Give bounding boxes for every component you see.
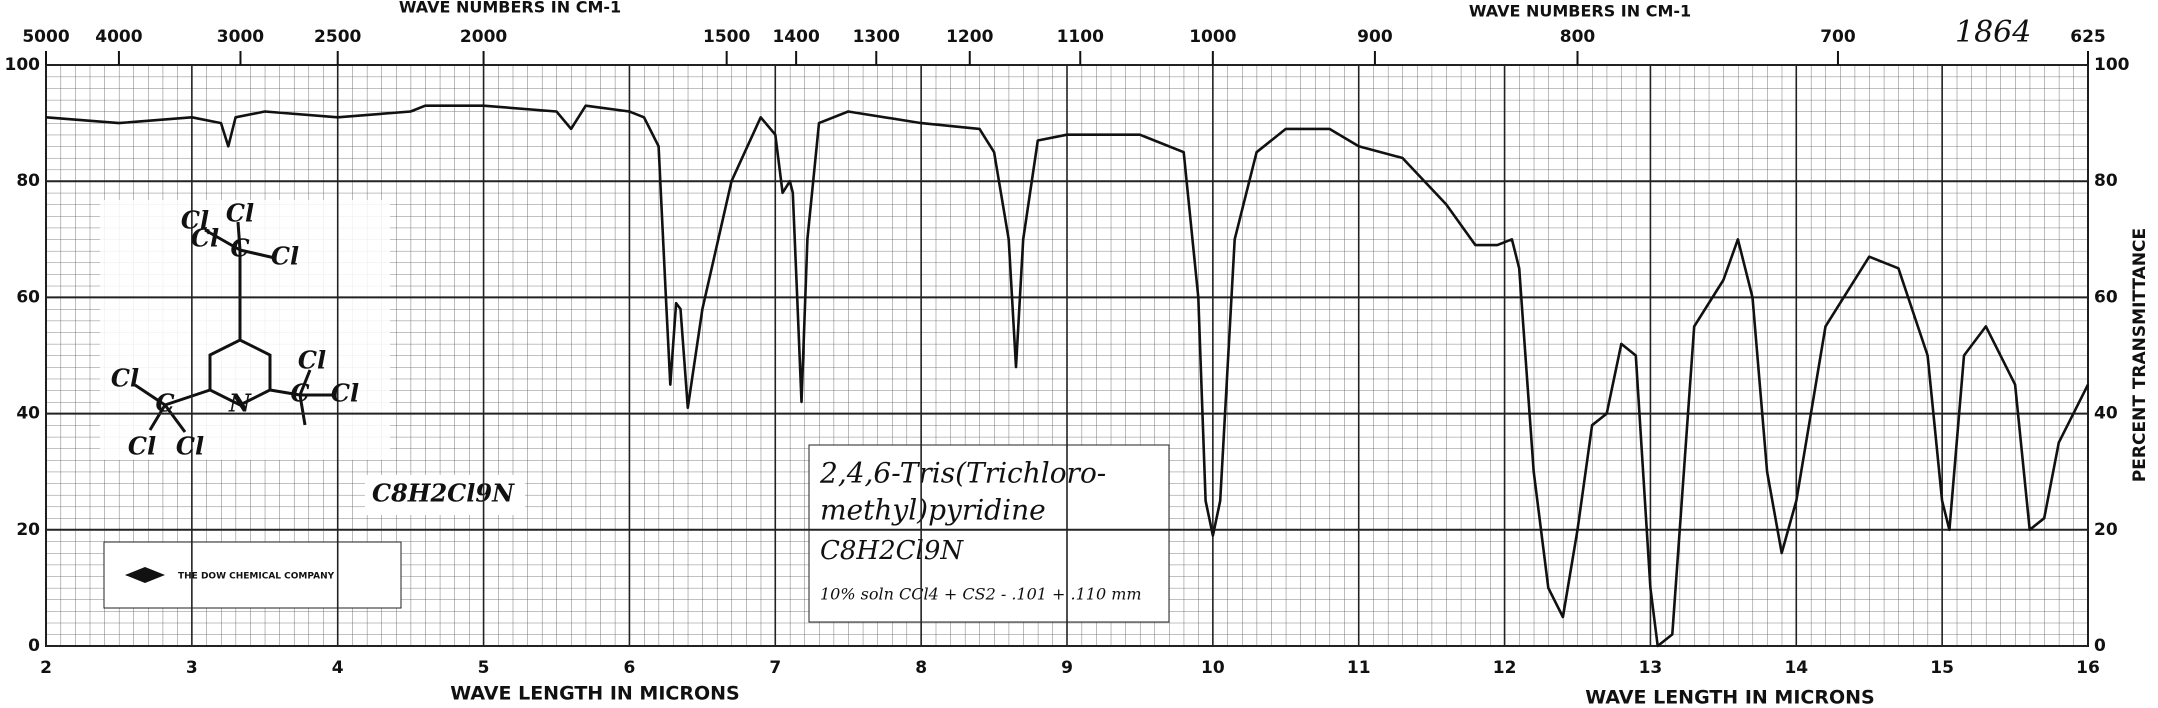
x-tick-label: 10 bbox=[1201, 658, 1225, 678]
structure-atom: Cl bbox=[191, 224, 219, 253]
x-tick-label: 2 bbox=[40, 658, 52, 678]
x-axis-title: WAVE LENGTH IN MICRONS bbox=[1585, 687, 1874, 708]
note-line: C8H2Cl9N bbox=[820, 536, 964, 566]
structure-bonds bbox=[134, 221, 335, 433]
x2-tick-label: 1000 bbox=[1189, 27, 1236, 47]
y-tick-label: 100 bbox=[5, 55, 41, 75]
structure-atom: N bbox=[228, 389, 252, 418]
y-tick-label: 80 bbox=[2094, 171, 2118, 191]
note-line: 10% soln CCl4 + CS2 - .101 + .110 mm bbox=[820, 585, 1142, 604]
x-tick-label: 8 bbox=[915, 658, 927, 678]
x2-tick-label: 1300 bbox=[853, 27, 900, 47]
top-axis-title: WAVE NUMBERS IN CM-1 bbox=[1469, 2, 1691, 21]
y-tick-label: 60 bbox=[16, 287, 40, 307]
x-tick-label: 7 bbox=[769, 658, 781, 678]
x2-tick-label: 1100 bbox=[1057, 27, 1104, 47]
y-tick-label: 40 bbox=[2094, 404, 2118, 424]
structure-atom: Cl bbox=[271, 242, 299, 271]
x-tick-label: 11 bbox=[1347, 658, 1371, 678]
x2-tick-label: 1200 bbox=[946, 27, 993, 47]
structure-atom: C bbox=[155, 389, 174, 418]
y-tick-label: 80 bbox=[16, 171, 40, 191]
x2-tick-label: 800 bbox=[1560, 27, 1596, 47]
y-tick-label: 0 bbox=[28, 636, 40, 656]
note-line: methyl)pyridine bbox=[820, 494, 1046, 527]
y-tick-label: 100 bbox=[2094, 55, 2130, 75]
x2-tick-label: 3000 bbox=[217, 27, 264, 47]
structure-atom: C bbox=[290, 379, 309, 408]
y-tick-label: 60 bbox=[2094, 287, 2118, 307]
x-tick-label: 3 bbox=[186, 658, 198, 678]
top-axis-title: WAVE NUMBERS IN CM-1 bbox=[399, 0, 621, 17]
company-name: THE DOW CHEMICAL COMPANY bbox=[178, 572, 335, 582]
structure-atom: Cl bbox=[111, 364, 139, 393]
x-tick-label: 6 bbox=[624, 658, 636, 678]
formula-bg bbox=[365, 475, 525, 515]
y-tick-label: 0 bbox=[2094, 636, 2106, 656]
x2-tick-label: 1500 bbox=[703, 27, 750, 47]
x2-tick-label: 1400 bbox=[772, 27, 819, 47]
structure-bg bbox=[100, 200, 390, 460]
spectrum-line bbox=[45, 104, 2090, 648]
x2-tick-label: 625 bbox=[2070, 27, 2106, 47]
structure-atom: Cl bbox=[331, 379, 359, 408]
x-tick-label: 9 bbox=[1061, 658, 1073, 678]
x2-tick-label: 4000 bbox=[95, 27, 142, 47]
structure-atom: Cl bbox=[298, 346, 326, 375]
x-tick-label: 13 bbox=[1639, 658, 1663, 678]
company-logo bbox=[125, 567, 165, 583]
x2-tick-label: 900 bbox=[1357, 27, 1393, 47]
structure-atom: Cl bbox=[176, 432, 204, 461]
x-axis-title: WAVE LENGTH IN MICRONS bbox=[450, 683, 739, 705]
x-tick-label: 14 bbox=[1784, 658, 1808, 678]
structure-atom: Cl bbox=[128, 432, 156, 461]
note-box bbox=[808, 444, 1170, 623]
x2-tick-label: 700 bbox=[1820, 27, 1856, 47]
structure-atom: Cl bbox=[226, 199, 254, 228]
x2-tick-label: 2000 bbox=[460, 27, 507, 47]
y-tick-label: 20 bbox=[2094, 520, 2118, 540]
y-axis-title: PERCENT TRANSMITTANCE bbox=[2130, 228, 2150, 482]
structure-atom: Cl bbox=[181, 206, 209, 235]
structure-atom: C bbox=[230, 234, 249, 263]
x2-tick-label: 2500 bbox=[314, 27, 361, 47]
y-tick-label: 20 bbox=[16, 520, 40, 540]
y-tick-label: 40 bbox=[16, 404, 40, 424]
spectrum-number: 1864 bbox=[1955, 15, 2031, 50]
x-tick-label: 5 bbox=[478, 658, 490, 678]
x-tick-label: 4 bbox=[332, 658, 344, 678]
formula: C8H2Cl9N bbox=[372, 479, 515, 508]
company-box bbox=[103, 541, 402, 609]
x-tick-label: 16 bbox=[2076, 658, 2100, 678]
note-line: 2,4,6-Tris(Trichloro- bbox=[819, 457, 1106, 490]
x-tick-label: 15 bbox=[1930, 658, 1954, 678]
x-tick-label: 12 bbox=[1493, 658, 1517, 678]
x2-tick-label: 5000 bbox=[22, 27, 69, 47]
